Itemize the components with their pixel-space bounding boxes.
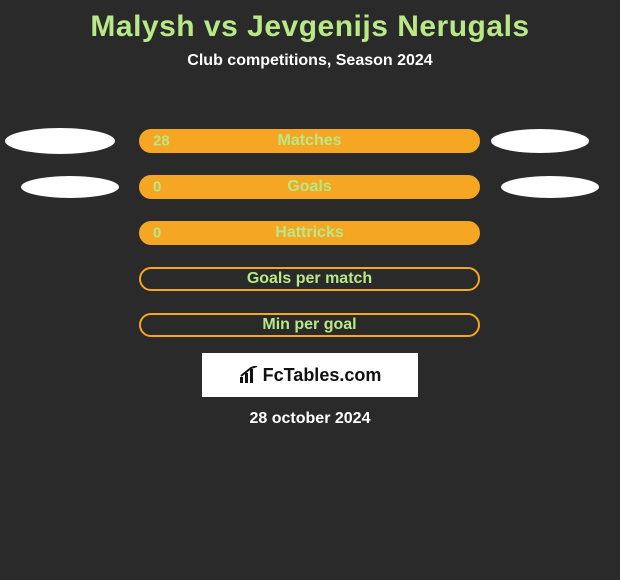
stat-value-left: 0 — [153, 225, 161, 242]
fctables-logo: FcTables.com — [202, 353, 418, 397]
stat-label: Matches — [277, 132, 341, 150]
stat-value-left: 0 — [153, 179, 161, 196]
bars-icon — [239, 366, 259, 384]
player-right-marker — [491, 129, 589, 153]
stat-bar: Hattricks 0 — [139, 221, 480, 245]
player-left-marker — [5, 128, 115, 154]
stat-row: Goals 0 — [0, 164, 620, 210]
stat-row: Min per goal — [0, 302, 620, 348]
stat-row: Hattricks 0 — [0, 210, 620, 256]
comparison-subtitle: Club competitions, Season 2024 — [0, 52, 620, 70]
stat-row: Matches 28 — [0, 118, 620, 164]
snapshot-date: 28 october 2024 — [0, 410, 620, 428]
logo-text: FcTables.com — [239, 365, 382, 386]
player-left-marker — [21, 176, 119, 198]
stat-label: Hattricks — [275, 224, 343, 242]
logo-label: FcTables.com — [263, 365, 382, 386]
stat-row: Goals per match — [0, 256, 620, 302]
stat-value-left: 28 — [153, 133, 170, 150]
player-right-marker — [501, 176, 599, 198]
stat-bar: Min per goal — [139, 313, 480, 337]
stat-bar: Goals per match — [139, 267, 480, 291]
comparison-title: Malysh vs Jevgenijs Nerugals — [0, 0, 620, 44]
stat-label: Goals — [287, 178, 331, 196]
stat-bar: Goals 0 — [139, 175, 480, 199]
stat-label: Goals per match — [247, 270, 372, 288]
stat-label: Min per goal — [262, 316, 356, 334]
stat-bar: Matches 28 — [139, 129, 480, 153]
stat-rows: Matches 28 Goals 0 Hattricks 0 Goals per match… — [0, 118, 620, 348]
